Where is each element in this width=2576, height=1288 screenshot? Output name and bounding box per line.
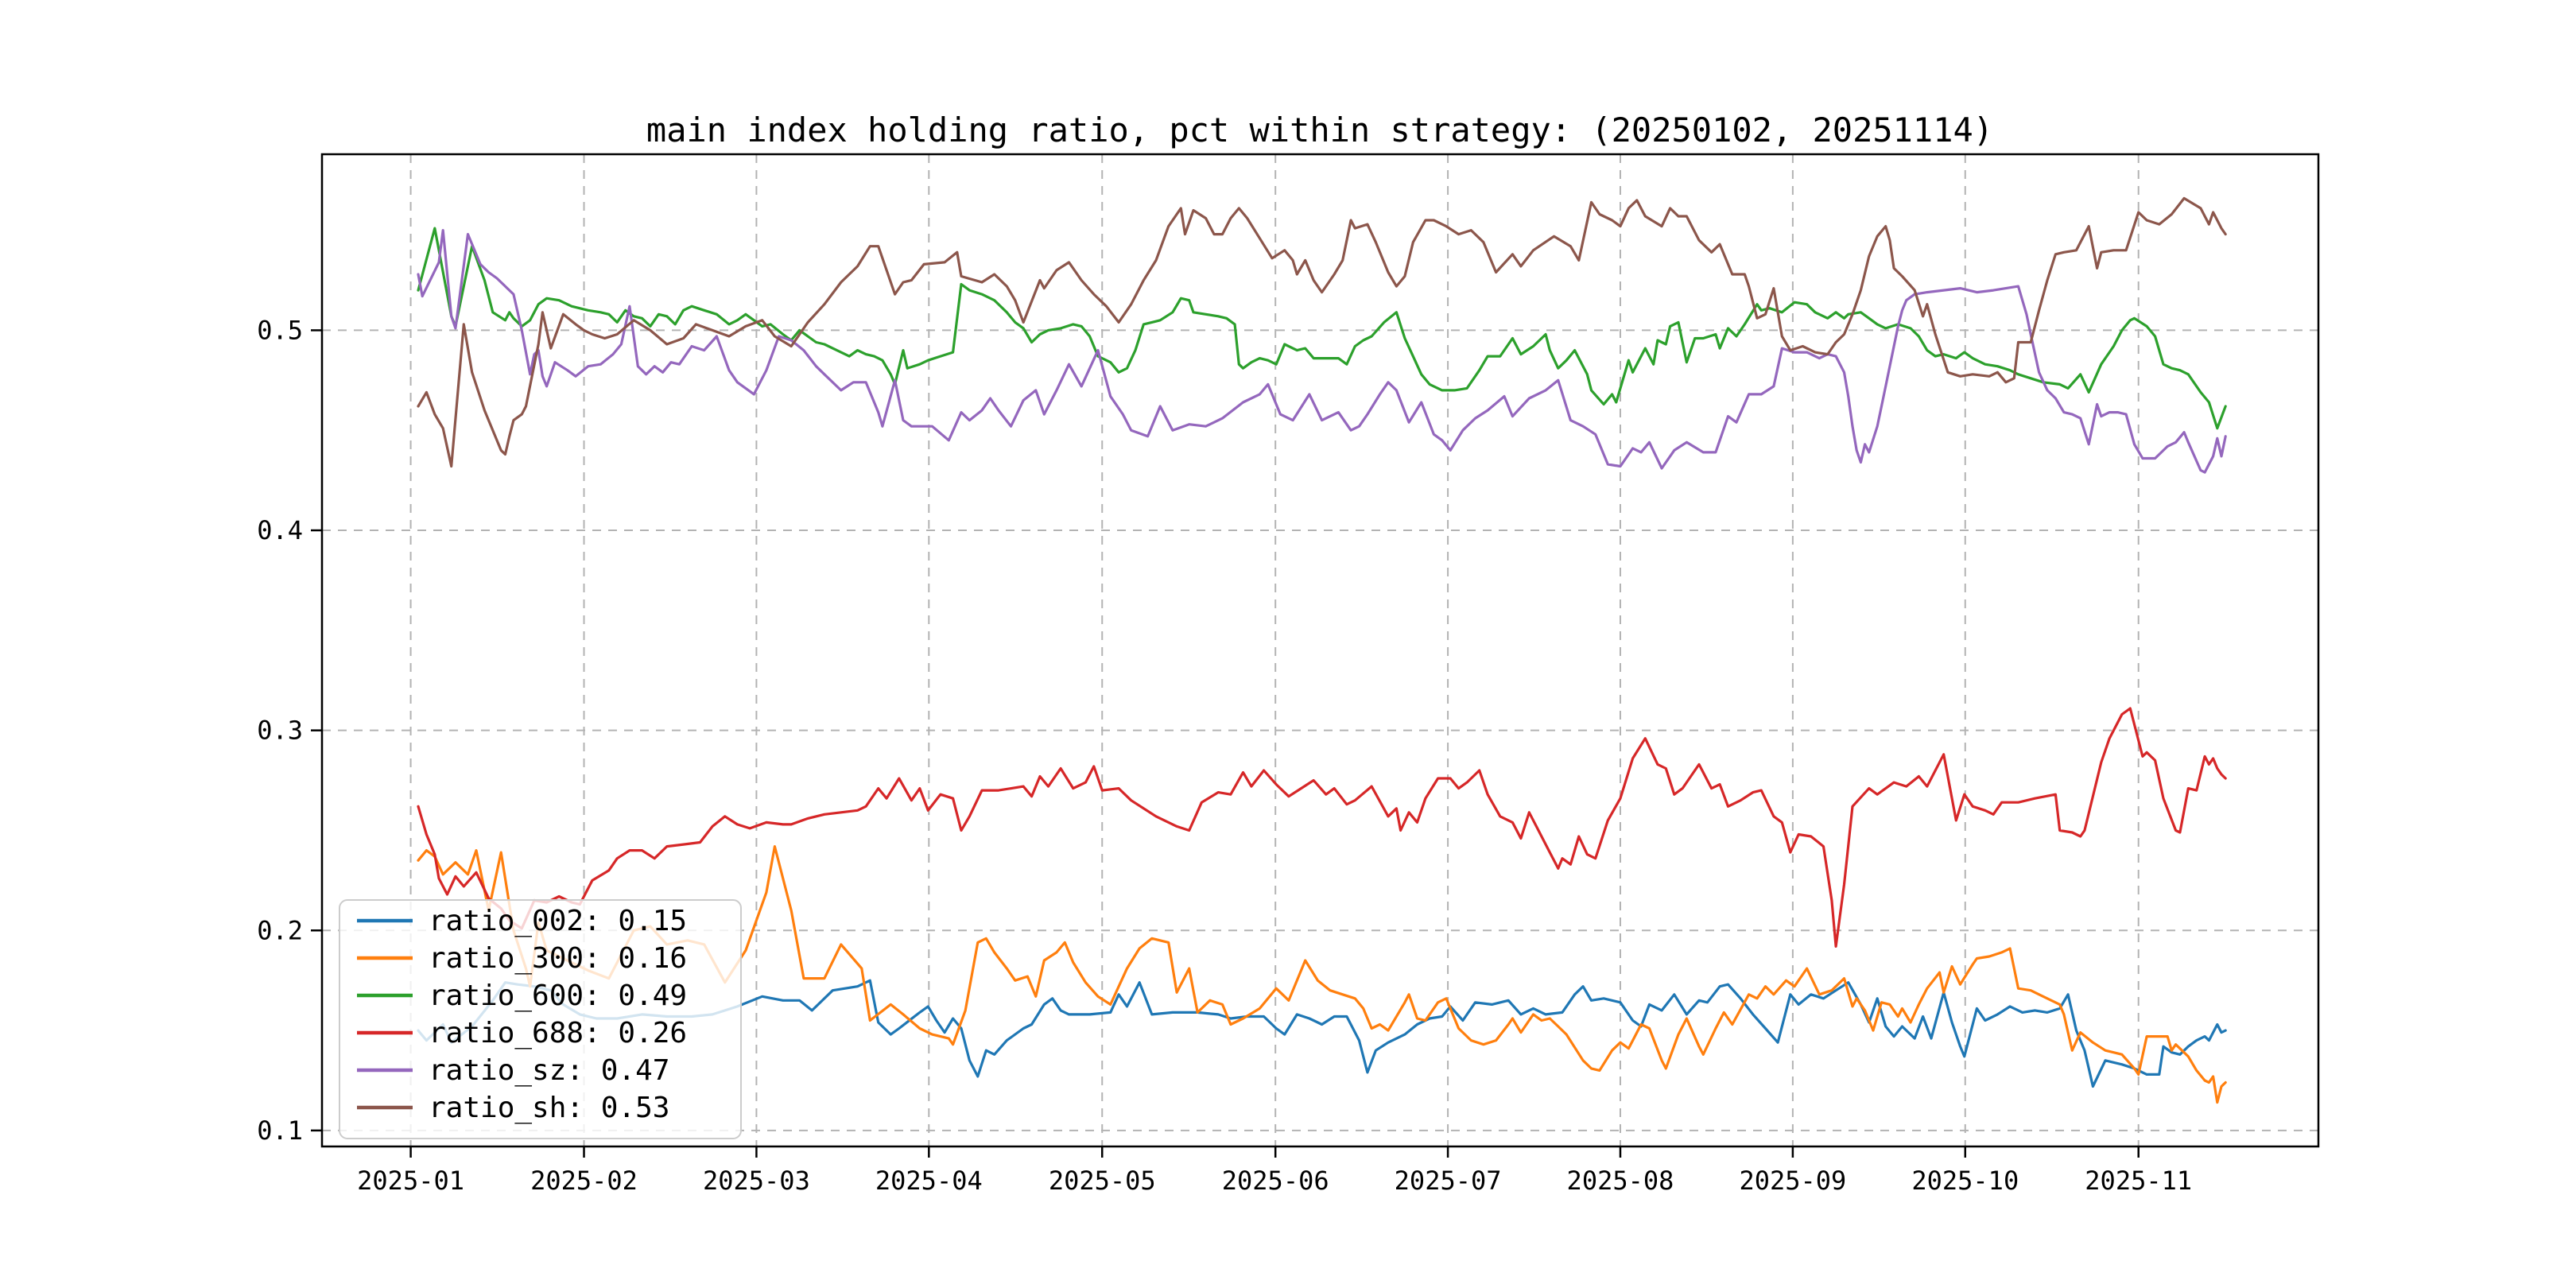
- x-tick-label: 2025-06: [1222, 1166, 1329, 1196]
- x-tick-label: 2025-02: [530, 1166, 638, 1196]
- x-tick-label: 2025-05: [1049, 1166, 1156, 1196]
- legend-label-ratio_600: ratio_600: 0.49: [429, 980, 687, 1012]
- legend-label-ratio_300: ratio_300: 0.16: [429, 942, 687, 975]
- legend-label-ratio_688: ratio_688: 0.26: [429, 1017, 687, 1049]
- x-tick-label: 2025-01: [357, 1166, 464, 1196]
- legend-label-ratio_sh: ratio_sh: 0.53: [429, 1092, 669, 1124]
- y-tick-label: 0.2: [257, 915, 303, 945]
- series-lines: [417, 196, 2227, 1104]
- y-tick-label: 0.3: [257, 716, 303, 746]
- x-tick-label: 2025-11: [2085, 1166, 2192, 1196]
- x-tick-label: 2025-04: [875, 1166, 983, 1196]
- axis-ticks: 2025-01 2025-02 2025-03 2025-04 2025-05 2025-…: [257, 315, 2192, 1196]
- legend: ratio_002: 0.15 ratio_300: 0.16 ratio_600:…: [339, 899, 742, 1139]
- series-line-ratio_300: [417, 844, 2227, 1104]
- x-tick-label: 2025-07: [1395, 1166, 1502, 1196]
- x-tick-label: 2025-09: [1739, 1166, 1846, 1196]
- legend-label-ratio_002: ratio_002: 0.15: [429, 905, 687, 937]
- plot-area: [320, 153, 2320, 1148]
- chart-title: main index holding ratio, pct within str…: [646, 111, 1993, 149]
- series-line-ratio_600: [417, 227, 2227, 430]
- y-tick-label: 0.4: [257, 515, 303, 545]
- series-line-ratio_sh: [417, 196, 2227, 468]
- series-line-ratio_sz: [417, 229, 2227, 474]
- y-tick-label: 0.1: [257, 1115, 303, 1146]
- legend-label-ratio_sz: ratio_sz: 0.47: [429, 1054, 669, 1087]
- x-tick-label: 2025-08: [1567, 1166, 1674, 1196]
- series-line-ratio_688: [417, 707, 2227, 949]
- x-tick-label: 2025-03: [703, 1166, 810, 1196]
- x-tick-label: 2025-10: [1911, 1166, 2019, 1196]
- y-tick-label: 0.5: [257, 315, 303, 345]
- legend-box: [339, 899, 742, 1139]
